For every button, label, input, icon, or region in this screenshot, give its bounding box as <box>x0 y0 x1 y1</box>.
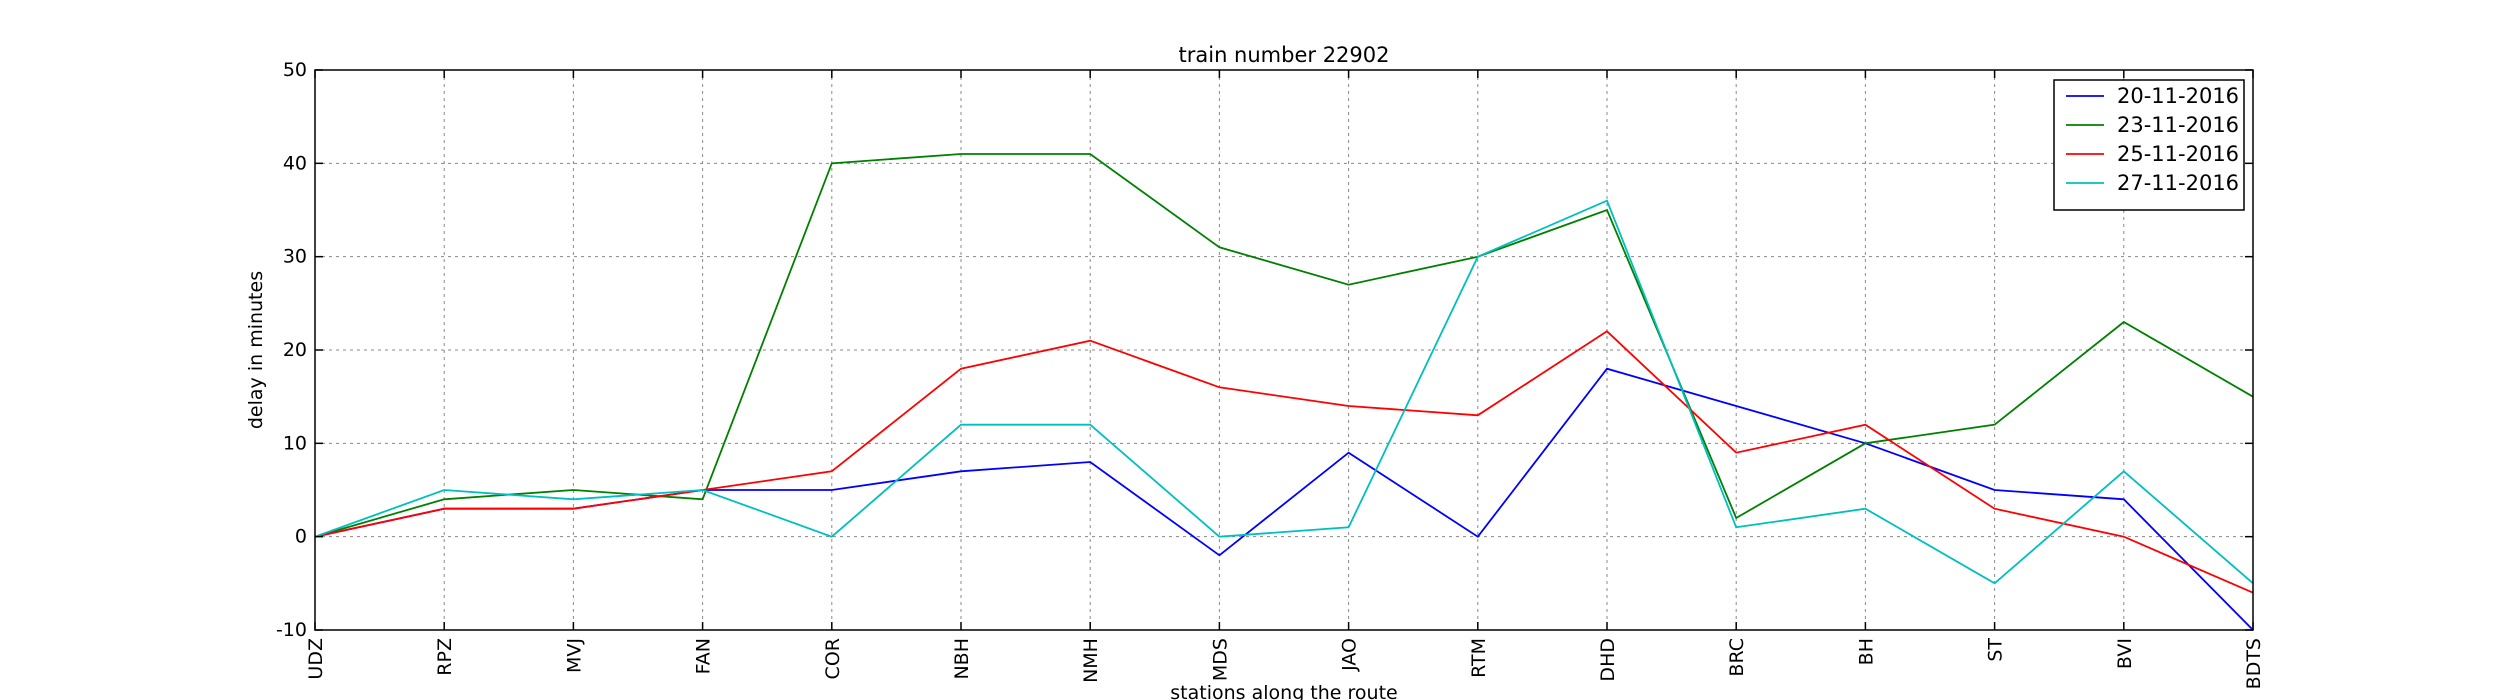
series-line <box>314 199 2254 585</box>
x-tick-label: DHD <box>1597 638 1619 682</box>
legend: 20-11-2016 23-11-2016 25-11-2016 27-11-2016 <box>2053 79 2245 211</box>
axis-ticks <box>314 69 2254 631</box>
series-line <box>314 367 2254 631</box>
x-tick-label: BVI <box>2114 638 2136 669</box>
x-tick-label: JAO <box>1339 638 1361 672</box>
y-tick-label: 10 <box>283 432 307 454</box>
y-tick-label: 0 <box>295 526 307 548</box>
x-tick-labels: UDZ RPZ MVJ FAN COR NBH NMH MDS JAO RTM DHD BRC BH ST… <box>305 638 2265 690</box>
x-tick-label: RTM <box>1468 638 1490 678</box>
x-tick-label: BDTS <box>2243 638 2265 689</box>
x-tick-label: MVJ <box>563 638 585 673</box>
y-tick-label: -10 <box>276 619 307 641</box>
x-tick-label: BH <box>1855 638 1877 665</box>
x-tick-label: NBH <box>951 638 973 680</box>
legend-label: 25-11-2016 <box>2117 142 2239 166</box>
series-line <box>314 330 2254 594</box>
series-lines <box>314 153 2254 631</box>
x-tick-label: COR <box>822 638 844 679</box>
x-tick-label: MDS <box>1209 638 1231 681</box>
x-axis-label: stations along the route <box>1170 682 1397 700</box>
x-tick-label: NMH <box>1080 638 1102 683</box>
y-tick-label: 30 <box>283 246 307 268</box>
x-tick-label: ST <box>1985 638 2007 662</box>
x-tick-label: UDZ <box>305 638 327 680</box>
legend-label: 27-11-2016 <box>2117 171 2239 195</box>
grid-lines <box>314 69 2254 631</box>
y-tick-label: 20 <box>283 339 307 361</box>
y-tick-label: 50 <box>283 59 307 81</box>
legend-box <box>2053 79 2245 211</box>
y-axis-label: delay in minutes <box>245 271 267 429</box>
x-tick-label: BRC <box>1726 638 1748 677</box>
legend-label: 20-11-2016 <box>2117 84 2239 108</box>
legend-label: 23-11-2016 <box>2117 113 2239 137</box>
series-line <box>314 153 2254 538</box>
x-tick-label: FAN <box>693 638 715 674</box>
y-tick-label: 40 <box>283 152 307 174</box>
x-tick-label: RPZ <box>434 638 456 676</box>
chart-title: train number 22902 <box>1179 43 1390 67</box>
y-tick-labels: -10 0 10 20 30 40 50 <box>276 59 307 641</box>
